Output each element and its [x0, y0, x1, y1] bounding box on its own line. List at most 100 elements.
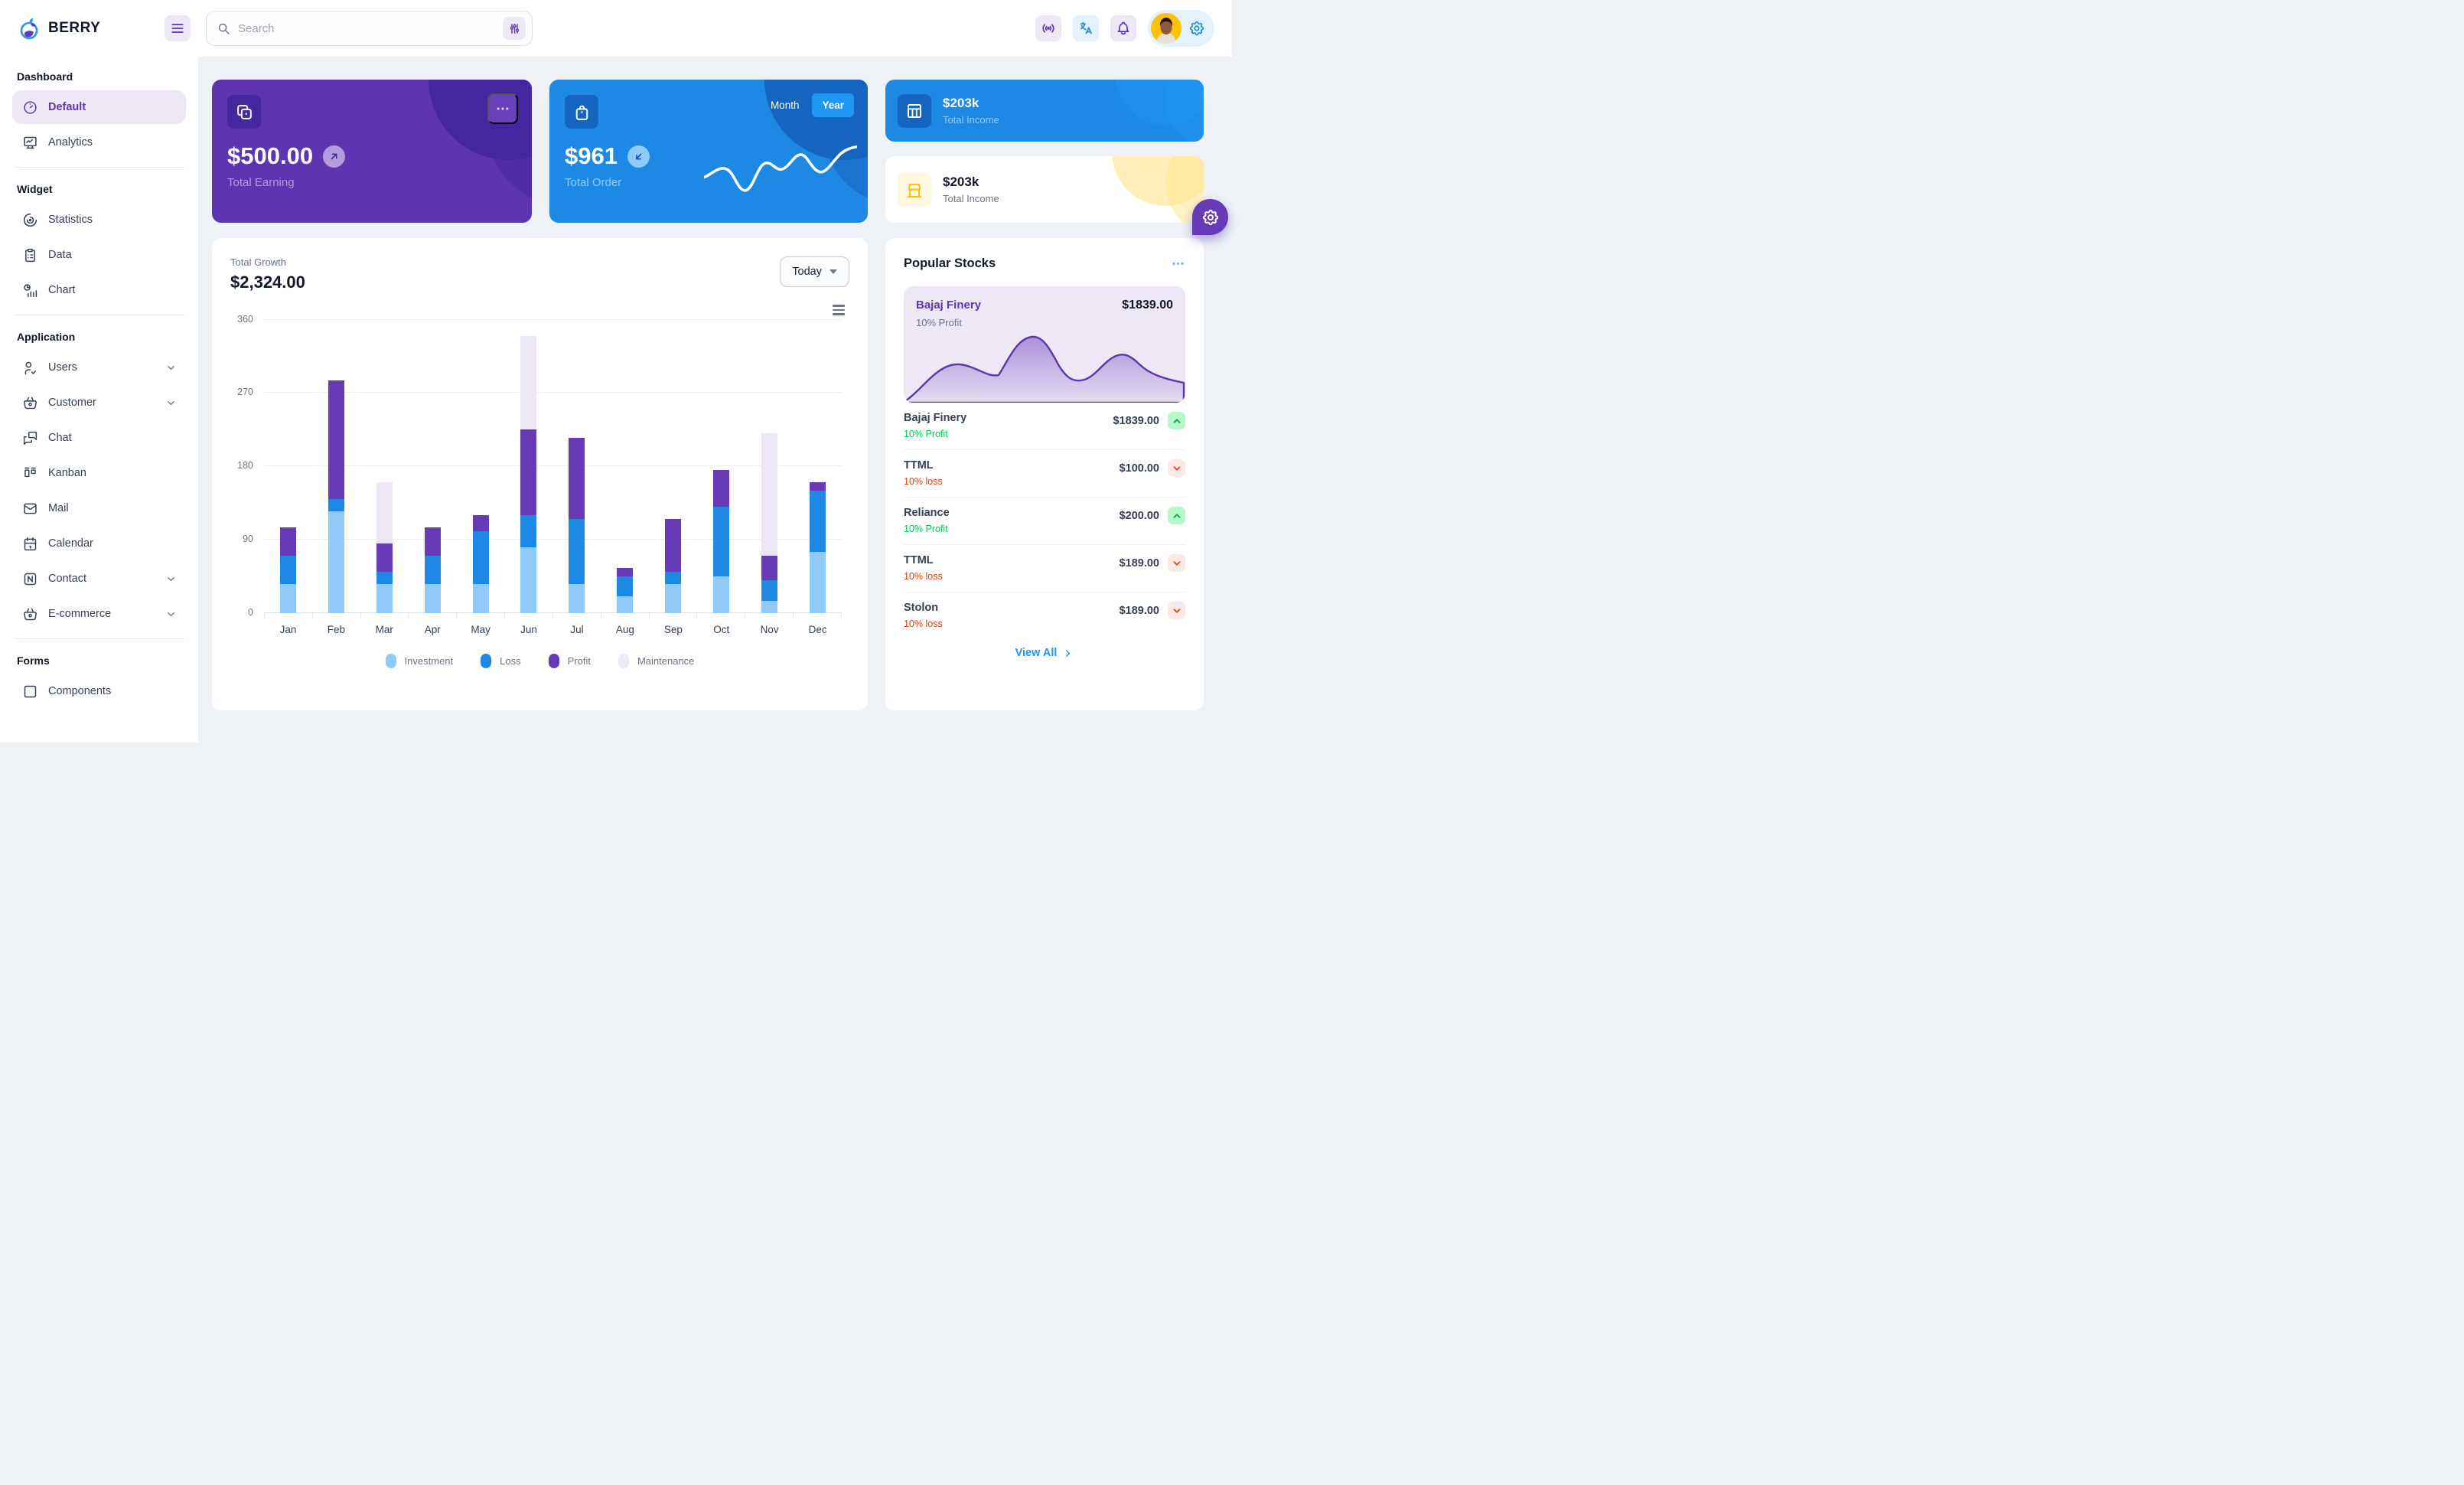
sidebar-item-components[interactable]: Components — [12, 674, 186, 708]
sidebar-item-data[interactable]: Data — [12, 238, 186, 272]
chart-menu-icon[interactable] — [831, 303, 846, 317]
total-earning-amount: $500.00 — [227, 142, 314, 169]
bar-dec[interactable] — [809, 482, 826, 613]
total-order-amount: $961 — [565, 142, 618, 169]
bar-segment-loss — [472, 531, 489, 585]
mail-icon — [21, 500, 38, 517]
chevron-down-badge — [1168, 554, 1185, 572]
brand-logo[interactable]: BERRY — [18, 17, 100, 40]
translate-icon — [1078, 21, 1093, 36]
bar-segment-investment — [424, 584, 441, 613]
stock-change-label: 10% Profit — [904, 429, 948, 439]
bar-jan[interactable] — [279, 527, 296, 613]
total-income-blue-card: $203k Total Income — [885, 80, 1204, 142]
sidebar-item-users[interactable]: Users — [12, 351, 186, 384]
bar-apr[interactable] — [424, 527, 441, 613]
income-blue-label: Total Income — [943, 114, 999, 126]
view-all-link[interactable]: View All — [904, 647, 1185, 659]
notifications-button[interactable] — [1110, 15, 1136, 41]
bar-jun[interactable] — [520, 335, 537, 613]
bar-aug[interactable] — [617, 568, 634, 613]
sidebar-item-calendar[interactable]: Calendar — [12, 527, 186, 560]
berry-logo-icon — [20, 18, 38, 40]
gridline: 90 — [243, 534, 842, 544]
sidebar-item-label: Users — [48, 361, 77, 374]
sidebar-item-statistics[interactable]: Statistics — [12, 203, 186, 237]
stock-row-stolon[interactable]: Stolon 10% loss $189.00 — [904, 592, 1185, 639]
bar-segment-loss — [376, 572, 393, 585]
legend-item-profit[interactable]: Profit — [548, 653, 591, 668]
stock-row-bajaj-finery[interactable]: Bajaj Finery 10% Profit $1839.00 — [904, 403, 1185, 450]
legend-swatch — [481, 653, 492, 668]
featured-stock-sub: 10% Profit — [916, 317, 962, 328]
stock-price: $189.00 — [1119, 604, 1159, 617]
sidebar-item-customer[interactable]: Customer — [12, 386, 186, 419]
bar-segment-profit — [665, 519, 682, 573]
search-settings-button[interactable] — [503, 17, 526, 40]
stock-name: TTML — [904, 459, 934, 472]
bar-nov[interactable] — [761, 433, 778, 613]
bar-segment-loss — [424, 556, 441, 585]
access-point-icon — [1041, 21, 1056, 36]
sidebar-item-label: E-commerce — [48, 608, 112, 620]
popular-stocks-card: Popular Stocks Bajaj Finery $1839.00 10%… — [885, 238, 1204, 710]
earning-card-menu-button[interactable] — [487, 93, 518, 124]
search-icon — [217, 22, 230, 35]
sidebar-item-analytics[interactable]: Analytics — [12, 126, 186, 159]
x-axis-ticks — [264, 612, 842, 618]
chevron-up-badge — [1168, 507, 1185, 524]
sidebar-item-label: Default — [48, 101, 86, 113]
toggle-year-button[interactable]: Year — [812, 93, 854, 117]
bar-segment-investment — [761, 600, 778, 613]
bar-mar[interactable] — [376, 482, 393, 613]
chevron-up-badge — [1168, 412, 1185, 429]
legend-item-maintenance[interactable]: Maintenance — [618, 653, 694, 668]
customization-fab-button[interactable] — [1192, 199, 1228, 235]
growth-bar-chart: 0 90 180 270 360 — [237, 314, 842, 618]
bell-icon — [1116, 21, 1131, 36]
legend-item-loss[interactable]: Loss — [481, 653, 521, 668]
bar-oct[interactable] — [713, 470, 730, 613]
sidebar-item-default[interactable]: Default — [12, 90, 186, 124]
stock-row-reliance[interactable]: Reliance 10% Profit $200.00 — [904, 498, 1185, 545]
search-bar — [206, 11, 533, 46]
sidebar-toggle-button[interactable] — [165, 15, 191, 41]
caret-down-icon — [829, 269, 837, 274]
language-button[interactable] — [1073, 15, 1099, 41]
legend-item-investment[interactable]: Investment — [385, 653, 453, 668]
bar-jul[interactable] — [569, 437, 585, 613]
bar-sep[interactable] — [665, 519, 682, 613]
search-input[interactable] — [238, 21, 503, 35]
toggle-month-button[interactable]: Month — [770, 100, 800, 111]
profile-menu-button[interactable] — [1148, 10, 1214, 47]
income-blue-amount: $203k — [943, 96, 979, 110]
sidebar-item-label: Calendar — [48, 537, 93, 550]
bar-segment-profit — [809, 482, 826, 491]
sidebar-item-chat[interactable]: Chat — [12, 421, 186, 455]
sidebar-item-kanban[interactable]: Kanban — [12, 456, 186, 490]
sidebar-item-label: Statistics — [48, 214, 93, 226]
sidebar-item-chart[interactable]: Chart — [12, 273, 186, 307]
stock-row-ttml[interactable]: TTML 10% loss $189.00 — [904, 545, 1185, 592]
sidebar-item-contact[interactable]: Contact — [12, 562, 186, 596]
bar-may[interactable] — [472, 514, 489, 613]
sidebar-item-label: Contact — [48, 573, 86, 585]
bar-segment-loss — [569, 519, 585, 585]
live-broadcast-button[interactable] — [1035, 15, 1061, 41]
bar-segment-investment — [713, 576, 730, 613]
x-axis-label: Oct — [713, 623, 730, 635]
featured-stock-card[interactable]: Bajaj Finery $1839.00 10% Profit — [904, 286, 1185, 403]
stocks-menu-button[interactable] — [1171, 256, 1185, 271]
sidebar-item-e-commerce[interactable]: E-commerce — [12, 597, 186, 631]
stock-row-ttml[interactable]: TTML 10% loss $100.00 — [904, 450, 1185, 498]
sidebar-item-mail[interactable]: Mail — [12, 491, 186, 525]
bar-feb[interactable] — [328, 380, 344, 613]
bar-segment-loss — [520, 514, 537, 548]
x-axis-labels: Jan Feb Mar Apr May Jun Jul Aug Sep Oct Nov Dec — [264, 624, 842, 635]
bar-segment-maintenance — [520, 335, 537, 430]
growth-range-select[interactable]: Today — [780, 256, 849, 287]
growth-amount: $2,324.00 — [230, 273, 305, 292]
legend-label: Loss — [500, 654, 521, 667]
calendar-icon — [21, 535, 38, 552]
sidebar-item-label: Analytics — [48, 136, 93, 148]
